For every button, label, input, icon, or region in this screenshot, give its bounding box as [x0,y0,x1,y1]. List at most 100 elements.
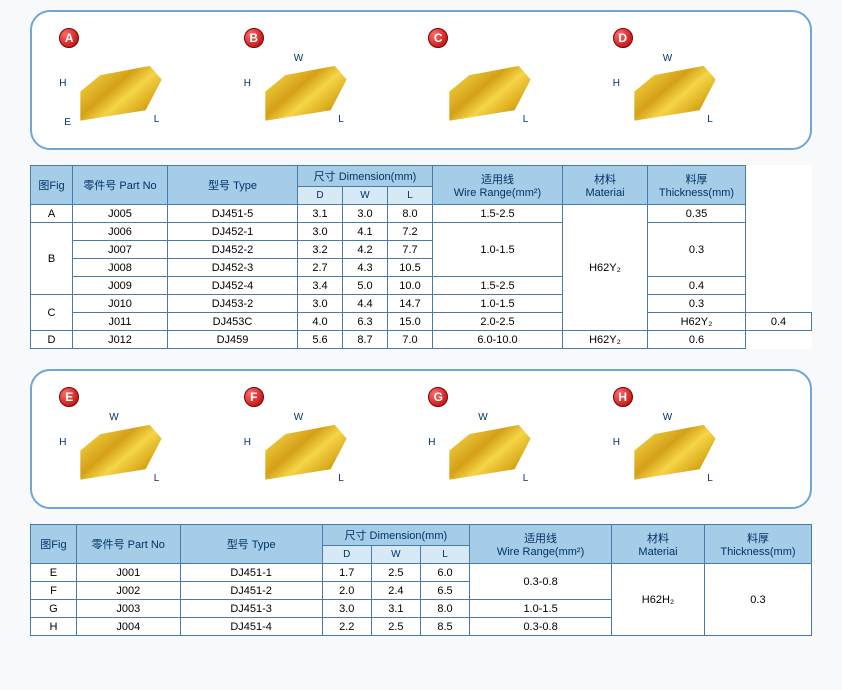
table-cell: J007 [73,241,168,259]
table-row: CJ010DJ453-23.04.414.71.0-1.50.3 [31,295,812,313]
table-cell: 2.2 [322,618,371,636]
th-type: 型号 Type [168,166,298,205]
table-cell: J012 [73,331,168,349]
terminal-illustration: L [428,53,548,133]
table-cell: 6.3 [343,313,388,331]
table-cell: 2.5 [371,618,420,636]
table-cell: DJ451-4 [180,618,322,636]
table-cell: C [31,295,73,331]
table-cell: 3.1 [371,600,420,618]
table-cell: 2.5 [371,564,420,582]
table-cell: DJ452-2 [168,241,298,259]
figure-item: G H W L [428,387,598,492]
table-cell: G [31,600,77,618]
th-w: W [371,546,420,564]
table-cell: DJ453C [168,313,298,331]
table-cell: 1.7 [322,564,371,582]
th-thickness: 料厚 Thickness(mm) [704,525,811,564]
table-cell: 0.3-0.8 [470,564,612,600]
table-cell: DJ452-4 [168,277,298,295]
th-dimension: 尺寸 Dimension(mm) [322,525,469,546]
figure-badge: G [428,387,448,407]
dim-label: W [294,53,303,64]
figure-item: HHWL [613,387,783,492]
th-l: L [420,546,469,564]
figure-item: A H E L [59,28,229,133]
table-cell: H62Y₂ [563,205,648,331]
th-partno: 零件号 Part No [73,166,168,205]
table-cell: 1.0-1.5 [433,223,563,277]
table-cell: H62Y₂ [563,331,648,349]
dim-label: W [663,412,672,423]
dim-label: W [478,412,487,423]
figure-item: B WHL [244,28,414,133]
dim-label: H [59,78,66,89]
table-cell: 3.2 [298,241,343,259]
dim-label: H [428,437,435,448]
terminal-illustration: WHL [244,53,364,133]
table-cell: 6.0 [420,564,469,582]
table-cell: 7.2 [388,223,433,241]
figure-badge: B [244,28,264,48]
table-cell: 2.7 [298,259,343,277]
table-cell: 6.5 [420,582,469,600]
table-cell: 4.1 [343,223,388,241]
table-cell: 10.0 [388,277,433,295]
th-d: D [298,187,343,205]
table-cell: E [31,564,77,582]
table-cell: H62H₂ [612,564,705,636]
table-cell: 4.0 [298,313,343,331]
table-cell: 8.0 [388,205,433,223]
dim-label: L [338,473,344,484]
table-cell: 0.4 [746,313,812,331]
table-cell: 3.1 [298,205,343,223]
table-cell: 1.5-2.5 [433,205,563,223]
table-row: BJ006DJ452-13.04.17.21.0-1.50.3 [31,223,812,241]
table-cell: J002 [76,582,180,600]
table-cell: B [31,223,73,295]
dim-label: W [663,53,672,64]
dim-label: H [59,437,66,448]
table-cell: 14.7 [388,295,433,313]
table-cell: 0.3 [704,564,811,636]
table-cell: H [31,618,77,636]
table-cell: DJ451-5 [168,205,298,223]
table-cell: 0.3-0.8 [470,618,612,636]
dim-label: E [64,117,71,128]
table-cell: 4.4 [343,295,388,313]
table-cell: 7.7 [388,241,433,259]
th-l: L [388,187,433,205]
dim-label: H [613,437,620,448]
table-cell: DJ452-1 [168,223,298,241]
spec-table-2: 图Fig 零件号 Part No 型号 Type 尺寸 Dimension(mm… [30,524,812,636]
dim-label: L [707,114,713,125]
dim-label: L [523,473,529,484]
figure-badge: A [59,28,79,48]
dim-label: L [338,114,344,125]
table-cell: H62Y₂ [648,313,746,331]
table-cell: J010 [73,295,168,313]
table-cell: J006 [73,223,168,241]
table-cell: DJ452-3 [168,259,298,277]
terminal-illustration: HWL [244,412,364,492]
figure-badge: C [428,28,448,48]
table-cell: J001 [76,564,180,582]
th-wire: 适用线 Wire Range(mm²) [433,166,563,205]
figure-item: EHWL [59,387,229,492]
table-cell: 0.6 [648,331,746,349]
table-cell: 3.0 [298,223,343,241]
dim-label: L [707,473,713,484]
table-cell: 10.5 [388,259,433,277]
table-cell: 1.5-2.5 [433,277,563,295]
dim-label: L [154,114,160,125]
table-cell: DJ459 [168,331,298,349]
table-cell: 3.0 [298,295,343,313]
figure-item: FHWL [244,387,414,492]
table-cell: J008 [73,259,168,277]
table-cell: 2.0-2.5 [433,313,563,331]
table-cell: 1.0-1.5 [470,600,612,618]
figure-item: CL [428,28,598,133]
table-cell: F [31,582,77,600]
table-cell: J004 [76,618,180,636]
table-cell: 4.2 [343,241,388,259]
